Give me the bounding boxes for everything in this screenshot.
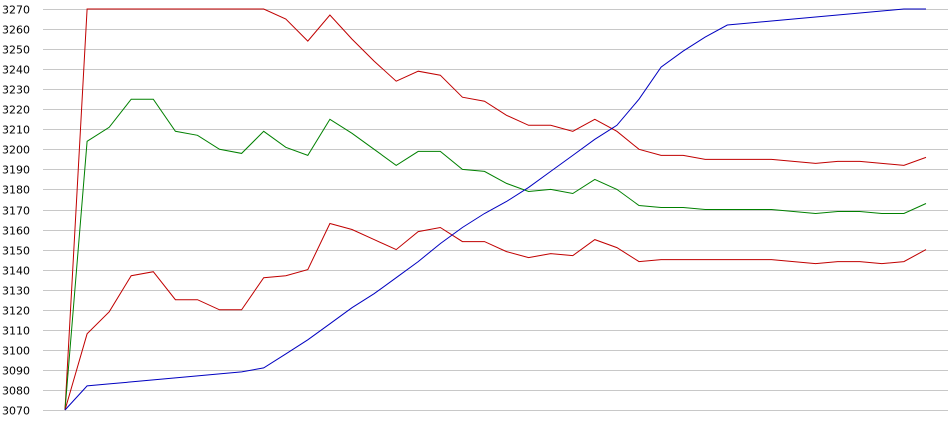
y-tick-label: 3260 — [2, 24, 30, 37]
y-axis-tick-labels: 3070 3080 3090 3100 3110 3120 3130 3140 3150 3160… — [2, 4, 30, 418]
y-tick-label: 3180 — [2, 184, 30, 197]
y-tick-label: 3150 — [2, 245, 30, 258]
y-tick-label: 3230 — [2, 84, 30, 97]
y-tick-label: 3270 — [2, 4, 30, 17]
y-tick-label: 3160 — [2, 225, 30, 238]
y-tick-label: 3190 — [2, 164, 30, 177]
y-tick-label: 3070 — [2, 405, 30, 418]
y-tick-label: 3200 — [2, 144, 30, 157]
y-tick-label: 3090 — [2, 365, 30, 378]
y-tick-label: 3250 — [2, 44, 30, 57]
y-tick-label: 3220 — [2, 104, 30, 117]
series-line-4 — [64, 8, 926, 411]
y-tick-label: 3170 — [2, 205, 30, 218]
series-line-1 — [64, 8, 927, 411]
y-tick-label: 3210 — [2, 124, 30, 137]
grid-lines — [43, 9, 948, 411]
y-tick-label: 3080 — [2, 385, 30, 398]
series-lines — [64, 8, 927, 411]
y-tick-label: 3110 — [2, 325, 30, 338]
y-tick-label: 3130 — [2, 285, 30, 298]
series-line-2 — [64, 98, 927, 411]
y-tick-label: 3240 — [2, 64, 30, 77]
y-tick-label: 3120 — [2, 305, 30, 318]
y-tick-label: 3100 — [2, 345, 30, 358]
y-tick-label: 3140 — [2, 265, 30, 278]
series-line-3 — [64, 222, 927, 411]
